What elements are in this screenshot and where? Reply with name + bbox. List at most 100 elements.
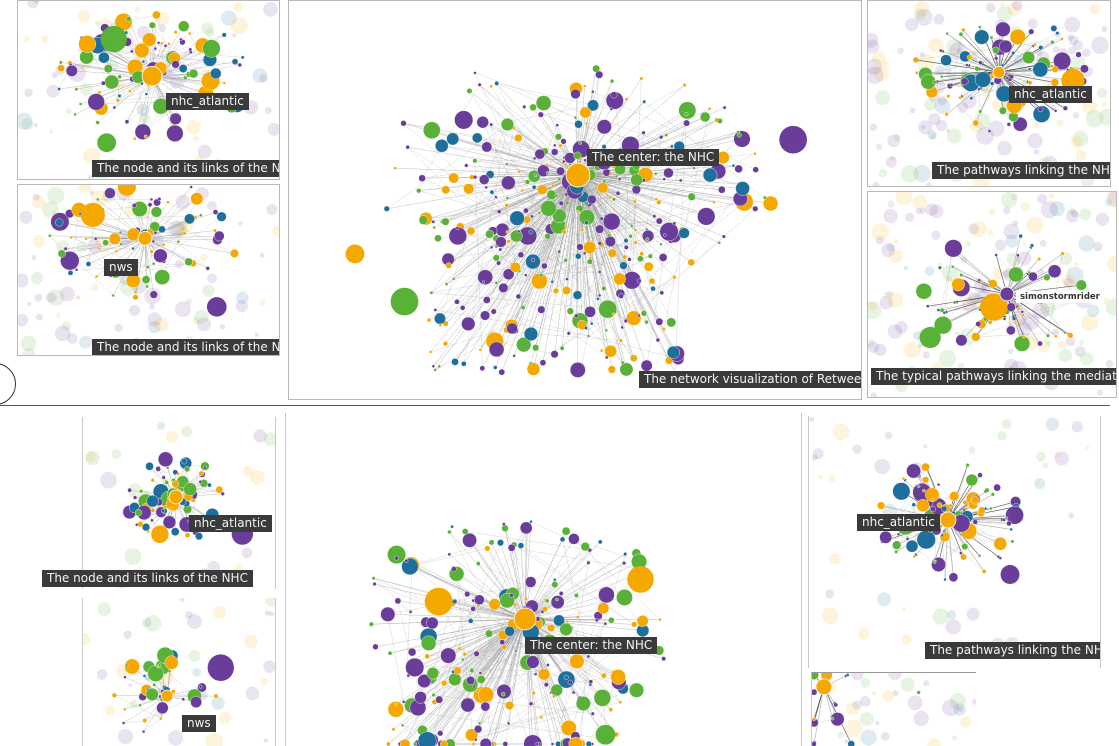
faded-node bbox=[868, 66, 884, 85]
network-node bbox=[971, 495, 980, 505]
network-node bbox=[659, 135, 664, 140]
faded-node bbox=[929, 132, 937, 141]
network-node bbox=[1000, 63, 1005, 67]
network-node bbox=[479, 738, 492, 746]
network-node bbox=[150, 518, 154, 523]
faded-node bbox=[925, 203, 939, 216]
network-edge bbox=[998, 31, 1032, 73]
network-edge bbox=[1006, 293, 1025, 337]
network-node bbox=[532, 344, 540, 352]
network-edge bbox=[942, 535, 946, 580]
faded-node bbox=[186, 120, 201, 135]
faded-node bbox=[1071, 421, 1083, 433]
network-edge bbox=[573, 538, 661, 620]
faded-node bbox=[1068, 512, 1074, 519]
network-node bbox=[911, 502, 916, 507]
network-node bbox=[599, 348, 604, 353]
network-node bbox=[181, 697, 186, 701]
network-node bbox=[999, 39, 1013, 54]
network-node bbox=[124, 658, 140, 675]
top-mediators-caption: The typical pathways linking the mediato… bbox=[871, 368, 1116, 385]
network-node bbox=[994, 56, 999, 61]
network-node bbox=[812, 717, 816, 721]
network-node bbox=[623, 245, 629, 250]
network-node bbox=[166, 466, 170, 470]
network-node bbox=[658, 617, 662, 622]
network-node-large bbox=[1000, 565, 1020, 584]
faded-node bbox=[934, 98, 951, 114]
network-node bbox=[762, 195, 767, 200]
network-node bbox=[172, 469, 179, 476]
network-node bbox=[504, 203, 509, 208]
network-edge bbox=[442, 176, 535, 222]
network-node bbox=[74, 268, 79, 272]
network-edge bbox=[580, 647, 588, 745]
network-node bbox=[1011, 50, 1016, 55]
network-node bbox=[432, 225, 436, 230]
network-edge bbox=[513, 544, 526, 620]
network-node bbox=[912, 554, 917, 559]
network-node bbox=[930, 497, 935, 502]
faded-node bbox=[252, 68, 267, 83]
network-edge bbox=[937, 248, 954, 327]
faded-node bbox=[904, 18, 919, 32]
faded-node bbox=[187, 614, 202, 630]
network-node bbox=[188, 68, 199, 79]
network-node bbox=[984, 487, 990, 493]
network-edge bbox=[524, 521, 532, 620]
network-node bbox=[132, 203, 137, 208]
faded-node bbox=[1104, 198, 1113, 207]
network-node bbox=[142, 718, 148, 724]
network-node bbox=[477, 269, 493, 285]
network-edge bbox=[577, 100, 615, 176]
network-node bbox=[404, 558, 409, 563]
network-edge bbox=[161, 186, 192, 230]
network-node bbox=[141, 275, 151, 284]
network-node bbox=[125, 663, 129, 668]
network-edge bbox=[577, 174, 665, 236]
network-node bbox=[506, 322, 518, 335]
faded-node bbox=[886, 243, 895, 252]
bottom-nws-panel: nws bbox=[82, 598, 276, 746]
network-node bbox=[152, 683, 157, 687]
network-node bbox=[476, 675, 486, 684]
network-node-large bbox=[80, 202, 105, 228]
faded-node bbox=[872, 691, 877, 696]
network-node bbox=[845, 673, 850, 677]
network-edge bbox=[439, 126, 505, 319]
faded-node bbox=[904, 212, 915, 223]
network-node bbox=[1018, 233, 1023, 239]
network-node bbox=[466, 226, 476, 236]
network-edge bbox=[143, 718, 161, 732]
network-node bbox=[498, 368, 506, 376]
network-node bbox=[564, 152, 576, 164]
network-node bbox=[433, 308, 438, 312]
network-node bbox=[150, 478, 155, 483]
network-edge bbox=[435, 234, 490, 311]
network-node bbox=[141, 59, 146, 64]
network-edge bbox=[396, 554, 604, 676]
network-node bbox=[474, 725, 483, 734]
network-node bbox=[569, 653, 585, 669]
network-node bbox=[121, 721, 126, 725]
network-node bbox=[722, 105, 727, 110]
network-node bbox=[663, 233, 667, 237]
faded-node bbox=[1035, 451, 1046, 462]
network-node bbox=[940, 505, 948, 512]
network-node bbox=[126, 16, 132, 22]
network-node bbox=[1080, 64, 1089, 74]
network-node bbox=[460, 305, 466, 311]
faded-node bbox=[901, 606, 907, 612]
network-node bbox=[501, 524, 509, 532]
network-node bbox=[1037, 257, 1042, 261]
network-edge bbox=[524, 562, 625, 620]
network-node bbox=[184, 257, 193, 266]
network-node bbox=[471, 742, 476, 746]
network-edge bbox=[577, 174, 675, 237]
network-node bbox=[447, 529, 452, 535]
faded-node bbox=[859, 695, 871, 707]
network-edge bbox=[491, 124, 524, 308]
network-edge bbox=[454, 228, 551, 362]
network-edge bbox=[473, 600, 574, 693]
network-node bbox=[167, 669, 172, 673]
